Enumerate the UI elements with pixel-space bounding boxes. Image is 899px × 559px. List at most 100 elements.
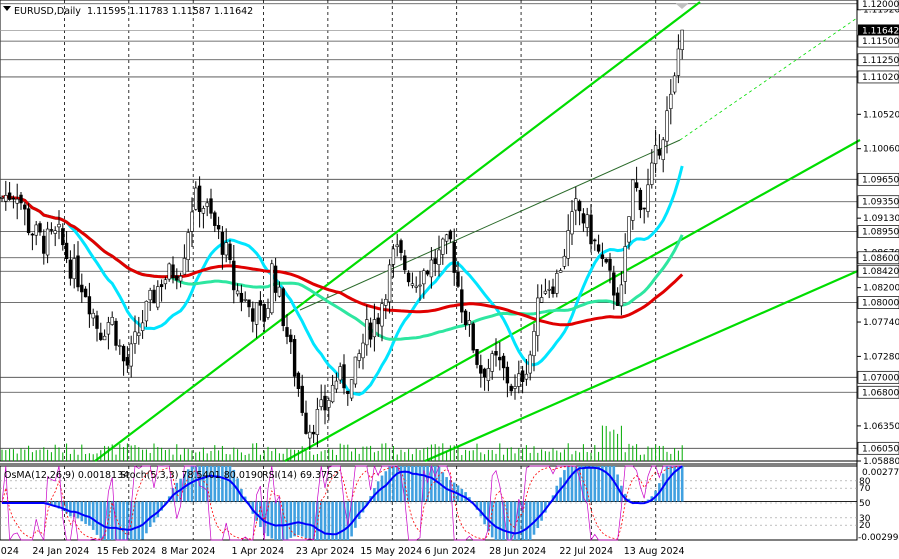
candle-body <box>83 288 88 298</box>
level-tag: 1.08420 <box>862 267 899 277</box>
candle-body <box>615 292 620 306</box>
candle-body <box>429 259 434 278</box>
level-tag: 1.11250 <box>862 56 899 66</box>
candle-body <box>536 297 540 336</box>
candle-body <box>91 312 95 319</box>
candle-body <box>327 400 331 408</box>
level-tag-bg <box>857 172 899 186</box>
candle-body <box>239 292 244 303</box>
oscillator-lines <box>1 464 683 542</box>
candle-body <box>254 302 259 325</box>
symbol-label: EURUSD,Daily <box>14 6 81 17</box>
candle-body <box>262 304 266 322</box>
candle-body <box>45 228 50 256</box>
candle-body <box>285 327 289 337</box>
candle-body <box>7 192 12 200</box>
time-label: 8 Mar 2024 <box>161 546 215 557</box>
candle-body <box>600 254 605 259</box>
level-tag-bg <box>857 34 899 48</box>
candle-body <box>486 368 491 381</box>
osma-label: OsMA(12,26,9) 0.0018134 <box>4 470 129 481</box>
candle-body <box>558 270 563 273</box>
collapse-triangle-icon[interactable] <box>3 6 11 11</box>
candle-body <box>270 263 274 314</box>
time-label: 13 Aug 2024 <box>624 546 685 557</box>
candle-body <box>418 284 422 287</box>
candle-body <box>653 145 658 164</box>
candle-body <box>87 296 92 315</box>
candle-body <box>304 412 308 434</box>
candle-body <box>292 339 297 377</box>
candle-body <box>57 223 61 228</box>
candle-body <box>4 195 8 202</box>
time-label: 6 Jun 2024 <box>425 546 476 557</box>
candle-body <box>562 255 567 267</box>
candle-body <box>346 390 350 394</box>
current-price-tag-bg <box>858 24 899 37</box>
candle-body <box>334 380 339 390</box>
candle-body <box>501 355 506 369</box>
level-tag: 1.06800 <box>862 388 899 398</box>
level-tag-bg <box>857 0 899 11</box>
candle-body <box>589 214 593 245</box>
candle-body <box>410 283 415 286</box>
candle-body <box>638 189 643 211</box>
level-tag: 1.08000 <box>862 299 899 309</box>
candle-body <box>441 238 445 255</box>
candle-body <box>110 317 114 325</box>
channel-boundary-line <box>284 139 861 462</box>
candle-body <box>30 233 35 236</box>
price-label: 1.06350 <box>863 422 899 432</box>
level-tag: 1.09350 <box>862 198 899 208</box>
candle-body <box>672 75 677 93</box>
osc-level-label: 80 <box>859 477 871 487</box>
candle-body <box>517 373 521 387</box>
candle-body <box>148 290 152 301</box>
candle-body <box>661 139 665 160</box>
candle-body <box>596 244 601 252</box>
candle-body <box>152 289 156 304</box>
candle-body <box>395 244 399 248</box>
candle-body <box>106 322 111 335</box>
trend-channels <box>94 1 861 463</box>
candle-body <box>593 239 597 242</box>
channel-mid-line <box>299 139 681 311</box>
time-scale[interactable]: 2 Jan 2024 24 Jan 2024 15 Feb 2024 8 Mar 20… <box>0 546 685 557</box>
candle-body <box>623 246 627 282</box>
candle-body <box>308 431 312 439</box>
candle-body <box>490 353 494 372</box>
osc-level-label: 70 <box>859 484 871 494</box>
level-tag-bg <box>857 441 899 455</box>
candle-body <box>201 208 206 214</box>
time-label: 2 Jan 2024 <box>0 546 19 557</box>
level-tag-bg <box>857 385 899 399</box>
time-label: 15 May 2024 <box>360 546 422 557</box>
osma-scale-bottom: -0.002994 <box>858 533 899 543</box>
candle-body <box>330 384 335 403</box>
rsi-label: RSI(14) 69.3752 <box>262 470 339 481</box>
level-tag: 1.11500 <box>862 37 899 47</box>
level-tag-bg <box>857 251 899 265</box>
level-tag-bg <box>857 296 899 309</box>
candle-body <box>224 242 228 256</box>
candle-body <box>406 272 411 283</box>
candle-body <box>182 258 187 275</box>
candle-body <box>68 259 73 279</box>
candle-body <box>125 357 130 366</box>
candle-body <box>368 322 373 340</box>
candle-body <box>228 243 232 260</box>
candle-body <box>342 364 346 389</box>
candle-body <box>171 264 175 279</box>
price-label: 1.09130 <box>863 214 899 224</box>
candle-body <box>76 255 80 288</box>
level-tag: 1.07000 <box>862 373 899 383</box>
osc-level-label: 20 <box>859 521 871 531</box>
candle-body <box>612 272 616 296</box>
candle-body <box>479 365 483 374</box>
candle-body <box>137 332 141 336</box>
candle-body <box>539 297 544 303</box>
candle-body <box>338 366 342 381</box>
candle-body <box>121 345 126 362</box>
